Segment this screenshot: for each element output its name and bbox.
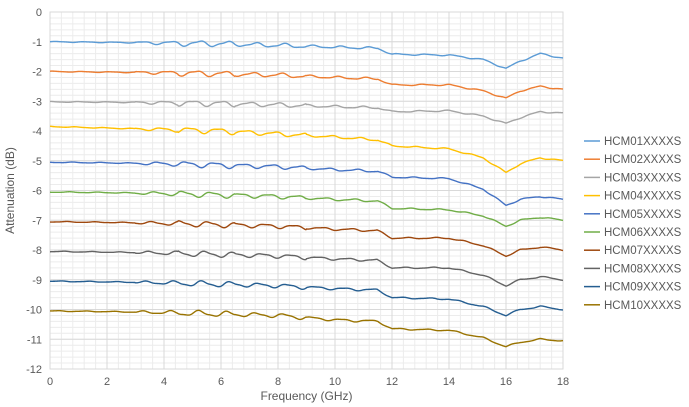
series-line-hcm09xxxxs [49, 280, 564, 317]
y-tick-label: -5 [32, 156, 42, 168]
x-tick-label: 16 [500, 376, 512, 388]
plot-lines [49, 40, 564, 348]
y-tick-label: -8 [32, 245, 42, 257]
series-line-hcm01xxxxs [49, 40, 564, 69]
y-tick-label: -4 [32, 126, 42, 138]
x-tick-label: 8 [275, 376, 281, 388]
grid [49, 11, 564, 370]
y-tick-label: -7 [32, 215, 42, 227]
y-tick-label: -10 [26, 305, 42, 317]
series-line-hcm02xxxxs [49, 70, 564, 99]
x-tick-label: 14 [443, 376, 455, 388]
y-tick-label: -6 [32, 186, 42, 198]
legend: HCM01XXXXS HCM02XXXXS HCM03XXXXS HCM04XXXXS… [584, 136, 682, 312]
x-tick-label: 0 [47, 376, 53, 388]
legend-label: HCM02XXXXS [604, 154, 682, 166]
y-tick-label: 0 [36, 7, 42, 19]
legend-label: HCM04XXXXS [604, 191, 682, 203]
x-tick-label: 10 [329, 376, 341, 388]
y-tick-label: -3 [32, 96, 42, 108]
x-tick-label: 4 [161, 376, 167, 388]
legend-label: HCM09XXXXS [604, 282, 682, 294]
series-line-hcm04xxxxs [49, 125, 564, 174]
legend-label: HCM10XXXXS [604, 300, 682, 312]
y-tick-label: -1 [32, 37, 42, 49]
series-line-hcm05xxxxs [49, 161, 564, 207]
series-line-hcm10xxxxs [49, 309, 564, 348]
x-axis-title: Frequency (GHz) [260, 389, 352, 403]
series-line-hcm03xxxxs [49, 100, 564, 124]
legend-label: HCM06XXXXS [604, 227, 682, 239]
x-axis-ticks: 0 2 4 6 8 10 12 14 16 18 [47, 376, 569, 388]
x-tick-label: 2 [104, 376, 110, 388]
series-line-hcm07xxxxs [49, 220, 564, 258]
legend-label: HCM05XXXXS [604, 209, 682, 221]
legend-label: HCM01XXXXS [604, 136, 682, 148]
x-tick-label: 6 [218, 376, 224, 388]
legend-label: HCM03XXXXS [604, 172, 682, 184]
x-tick-label: 18 [557, 376, 569, 388]
x-tick-label: 12 [386, 376, 398, 388]
series-line-hcm06xxxxs [49, 190, 564, 228]
plot-area-border [49, 11, 564, 370]
y-axis-ticks: 0 -1 -2 -3 -4 -5 -6 -7 -8 -9 -10 -11 -12 [26, 7, 42, 376]
y-tick-label: -9 [32, 275, 42, 287]
series-line-hcm08xxxxs [49, 250, 564, 287]
legend-label: HCM08XXXXS [604, 263, 682, 275]
legend-label: HCM07XXXXS [604, 245, 682, 257]
y-tick-label: -11 [27, 334, 42, 346]
y-axis-title: Attenuation (dB) [3, 147, 17, 234]
y-tick-label: -12 [26, 364, 42, 376]
y-tick-label: -2 [32, 67, 42, 79]
